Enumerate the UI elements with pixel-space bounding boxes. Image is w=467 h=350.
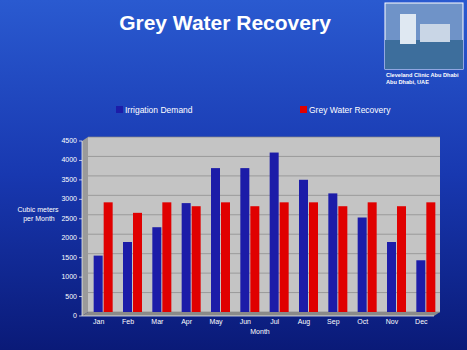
bar <box>338 206 347 312</box>
tick-label: 3500 <box>61 176 77 183</box>
tick-label: Oct <box>357 318 368 325</box>
caption: Cleveland Clinic Abu Dhabi <box>386 72 459 78</box>
bar <box>240 168 249 312</box>
bar <box>104 202 113 312</box>
tick-label: Jul <box>270 318 279 325</box>
grid-line <box>88 156 440 157</box>
photo-ground <box>385 40 463 69</box>
grid-line <box>88 137 440 138</box>
tick-label: Dec <box>415 318 428 325</box>
bar <box>368 202 377 312</box>
bar <box>387 242 396 312</box>
bar <box>123 242 132 312</box>
tick <box>79 238 82 239</box>
tick-label: 1000 <box>61 273 77 280</box>
tick-label: Jun <box>240 318 251 325</box>
x-axis: Jan Feb Mar Apr May Jun Jul Aug Sep Oct Nov Dec <box>82 316 434 326</box>
bar <box>250 206 259 312</box>
tick-label: 3000 <box>61 195 77 202</box>
tick <box>79 218 82 219</box>
tick <box>79 316 82 317</box>
chart: Grey Water Recovery Cleveland Clinic Abu … <box>0 0 467 350</box>
bar <box>280 202 289 312</box>
tick-label: Apr <box>181 318 193 326</box>
tick-label: 500 <box>65 293 77 300</box>
tick-label: Jan <box>93 318 104 325</box>
bar <box>397 206 406 312</box>
legend-swatch <box>116 106 123 113</box>
bar <box>133 213 142 312</box>
tick-label: 2000 <box>61 234 77 241</box>
bar <box>416 260 425 312</box>
bar <box>426 202 435 312</box>
x-label: Month <box>250 328 270 335</box>
grid-line <box>88 195 440 196</box>
bar <box>221 202 230 312</box>
y-label-line: Cubic meters <box>17 206 59 213</box>
photo-building <box>420 24 450 42</box>
photo <box>385 3 463 69</box>
tick-label: Mar <box>151 318 164 325</box>
bar <box>270 153 279 312</box>
tick-label: Aug <box>298 318 311 326</box>
bar <box>328 193 337 312</box>
background <box>0 0 467 350</box>
y-label-line: per Month <box>21 215 55 223</box>
tick-label: 1500 <box>61 254 77 261</box>
bar <box>162 202 171 312</box>
title: Grey Water Recovery <box>119 11 331 34</box>
bar <box>299 180 308 312</box>
grid-line <box>88 175 440 176</box>
bar <box>309 202 318 312</box>
tick-label: 4000 <box>61 156 77 163</box>
legend-swatch <box>300 106 307 113</box>
legend-label: Irrigation Demand <box>125 105 193 115</box>
photo-frame <box>385 3 463 69</box>
caption: Abu Dhabi, UAE <box>386 79 429 85</box>
tick-label: 4500 <box>61 137 77 144</box>
y-axis: 0 500 1000 1500 2000 2500 3000 3500 4000 4500 <box>61 137 440 319</box>
tick-label: Sep <box>327 318 340 326</box>
axis-line <box>82 316 434 317</box>
bar <box>152 227 161 312</box>
legend: Irrigation Demand Grey Water Recovery <box>116 105 391 115</box>
tick <box>79 296 82 297</box>
bar <box>94 256 103 312</box>
tick-label: 0 <box>73 312 77 319</box>
bar <box>182 203 191 312</box>
bar <box>358 218 367 313</box>
tick-label: 2500 <box>61 215 77 222</box>
bar <box>192 206 201 312</box>
tick <box>79 160 82 161</box>
tick <box>79 257 82 258</box>
slide: Grey Water Recovery Cleveland Clinic Abu … <box>0 0 467 350</box>
plot-area <box>88 137 440 312</box>
floor <box>82 312 440 316</box>
legend-label: Grey Water Recovery <box>309 105 391 115</box>
tick <box>79 141 82 142</box>
side-wall <box>82 137 88 316</box>
photo-building <box>400 14 416 44</box>
bars <box>94 153 436 312</box>
axis-line <box>82 141 83 316</box>
tick <box>79 179 82 180</box>
y-label: Cubic meters per Month <box>17 206 59 223</box>
bar <box>211 168 220 312</box>
tick-label: Feb <box>122 318 134 325</box>
tick <box>79 277 82 278</box>
tick-label: May <box>209 318 223 326</box>
tick-label: Nov <box>386 318 399 325</box>
tick <box>79 199 82 200</box>
